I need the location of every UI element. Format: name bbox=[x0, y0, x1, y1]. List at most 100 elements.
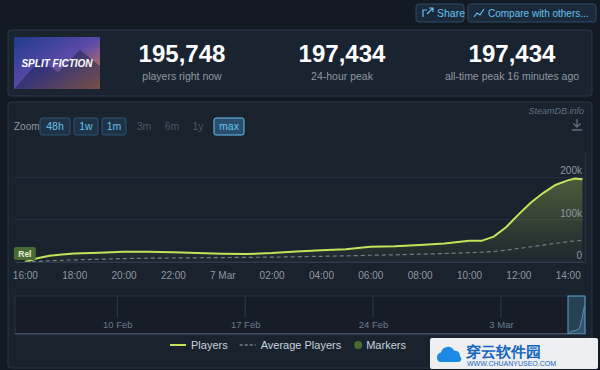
zoom-option[interactable]: 1w bbox=[79, 120, 93, 132]
legend-swatch[interactable] bbox=[240, 344, 256, 346]
navigator-axis-line bbox=[16, 334, 586, 335]
x-tick-label: 02:00 bbox=[260, 270, 285, 281]
stat-label: players right now bbox=[142, 70, 222, 82]
legend-swatch[interactable] bbox=[170, 344, 186, 346]
navigator-selection[interactable] bbox=[568, 296, 585, 334]
zoom-option[interactable]: max bbox=[219, 120, 240, 132]
navigator-tick-label: 24 Feb bbox=[359, 319, 389, 330]
y-axis-line bbox=[585, 153, 586, 263]
x-tick: 10:00 bbox=[457, 262, 482, 281]
watermark-icon bbox=[437, 347, 461, 362]
compare-button[interactable]: Compare with others... bbox=[468, 4, 596, 22]
x-tick-label: 10:00 bbox=[457, 270, 482, 281]
compare-icon[interactable] bbox=[474, 9, 484, 17]
legend-item[interactable]: Players bbox=[170, 339, 228, 351]
game-thumbnail bbox=[14, 37, 100, 89]
zoom-button-bg[interactable] bbox=[214, 118, 244, 135]
x-tick-label: 14:00 bbox=[556, 270, 581, 281]
x-axis: 16:0018:0020:0022:007 Mar02:0004:0006:00… bbox=[13, 262, 586, 281]
compare-label[interactable]: Compare with others... bbox=[488, 8, 589, 19]
navigator-area bbox=[15, 305, 585, 334]
download-icon[interactable] bbox=[572, 119, 582, 130]
zoom-button[interactable]: 48h bbox=[40, 118, 70, 135]
legend-item[interactable]: Markers bbox=[354, 339, 406, 351]
y-tick: 100k bbox=[560, 208, 585, 221]
series-line bbox=[25, 178, 583, 262]
share-icon[interactable] bbox=[423, 8, 433, 17]
navigator-tick: 24 Feb bbox=[359, 319, 389, 334]
y-grid-line bbox=[15, 219, 585, 220]
stat-value: 197,434 bbox=[299, 40, 386, 67]
zoom-option[interactable]: 1m bbox=[107, 120, 122, 132]
zoom-button: 1y bbox=[192, 120, 204, 132]
x-tick-label: 06:00 bbox=[358, 270, 383, 281]
header-panel bbox=[8, 30, 592, 96]
navigator-tick: 3 Mar bbox=[489, 319, 513, 334]
y-tick-label: 100k bbox=[560, 208, 583, 219]
x-tick: 06:00 bbox=[358, 262, 383, 281]
game-title: SPLIT FICTION bbox=[21, 58, 93, 69]
zoom-button: 6m bbox=[165, 120, 180, 132]
x-tick-label: 16:00 bbox=[13, 270, 38, 281]
navigator-tick-label: 17 Feb bbox=[231, 319, 261, 330]
zoom-button[interactable]: 1m bbox=[102, 118, 126, 135]
zoom-label: Zoom bbox=[14, 121, 40, 132]
navigator-x-axis: 10 Feb 17 Feb 24 Feb 3 Mar bbox=[16, 319, 586, 335]
x-tick-label: 04:00 bbox=[309, 270, 334, 281]
stat: 197,434all-time peak 16 minutes ago bbox=[445, 40, 579, 82]
source-credit: SteamDB.info bbox=[528, 106, 584, 116]
x-tick-label: 18:00 bbox=[62, 270, 87, 281]
annotations: Rel bbox=[14, 247, 36, 260]
page-canvas: Share Compare with others... SPLIT FICTION… bbox=[0, 0, 600, 370]
zoom-button-bg[interactable] bbox=[102, 118, 126, 135]
annotation-label: Rel bbox=[18, 249, 31, 259]
zoom-option: 6m bbox=[165, 120, 180, 132]
compare-button-bg[interactable] bbox=[468, 4, 596, 22]
chart-panel bbox=[8, 102, 592, 368]
x-tick: 12:00 bbox=[506, 262, 531, 281]
zoom-button[interactable]: max bbox=[214, 118, 244, 135]
annotation-marker[interactable] bbox=[14, 247, 36, 260]
navigator-tick-label: 10 Feb bbox=[103, 319, 133, 330]
legend-label[interactable]: Markers bbox=[366, 339, 406, 351]
legend-swatch[interactable] bbox=[354, 341, 362, 349]
zoom-button[interactable]: 1w bbox=[74, 118, 98, 135]
x-tick: 20:00 bbox=[112, 262, 137, 281]
zoom-button: 3m bbox=[137, 120, 152, 132]
navigator-grid-line bbox=[373, 296, 374, 318]
watermark: 穿云软件园WWW.CHUANYUSEO.COM bbox=[430, 338, 598, 369]
page: Share Compare with others... SPLIT FICTION… bbox=[0, 0, 600, 370]
legend-label[interactable]: Average Players bbox=[261, 339, 342, 351]
legend-item[interactable]: Average Players bbox=[240, 339, 342, 351]
navigator-grid bbox=[117, 296, 501, 318]
x-tick: 16:00 bbox=[13, 262, 38, 281]
x-tick: 18:00 bbox=[62, 262, 87, 281]
navigator-grid-line bbox=[245, 296, 246, 318]
zoom-button-bg[interactable] bbox=[74, 118, 98, 135]
navigator-frame bbox=[15, 296, 585, 334]
y-axis: 0 100k 200k bbox=[560, 153, 585, 263]
share-button[interactable]: Share bbox=[416, 4, 465, 22]
zoom-option[interactable]: 48h bbox=[46, 120, 64, 132]
x-axis-line bbox=[16, 262, 586, 263]
x-tick-label: 12:00 bbox=[506, 270, 531, 281]
stat: 195,748players right now bbox=[139, 40, 226, 82]
navigator-plot bbox=[15, 305, 585, 334]
share-label[interactable]: Share bbox=[437, 7, 465, 19]
x-tick: 08:00 bbox=[408, 262, 433, 281]
legend-label[interactable]: Players bbox=[191, 339, 228, 351]
stat: 197,43424-hour peak bbox=[299, 40, 386, 82]
watermark-bg bbox=[430, 338, 598, 369]
x-tick: 14:00 bbox=[556, 262, 581, 281]
y-grid-line bbox=[15, 177, 585, 178]
zoom-option: 3m bbox=[137, 120, 152, 132]
zoom-button-bg[interactable] bbox=[40, 118, 70, 135]
navigator-grid-line bbox=[500, 296, 501, 318]
y-tick-label: 0 bbox=[576, 250, 582, 261]
y-tick-label: 200k bbox=[560, 165, 583, 176]
x-tick-label: 08:00 bbox=[408, 270, 433, 281]
legend: Players Average Players Markers bbox=[170, 339, 406, 351]
watermark-url: WWW.CHUANYUSEO.COM bbox=[467, 360, 556, 367]
navigator-tick-label: 3 Mar bbox=[489, 319, 513, 330]
navigator-grid-line bbox=[117, 296, 118, 318]
